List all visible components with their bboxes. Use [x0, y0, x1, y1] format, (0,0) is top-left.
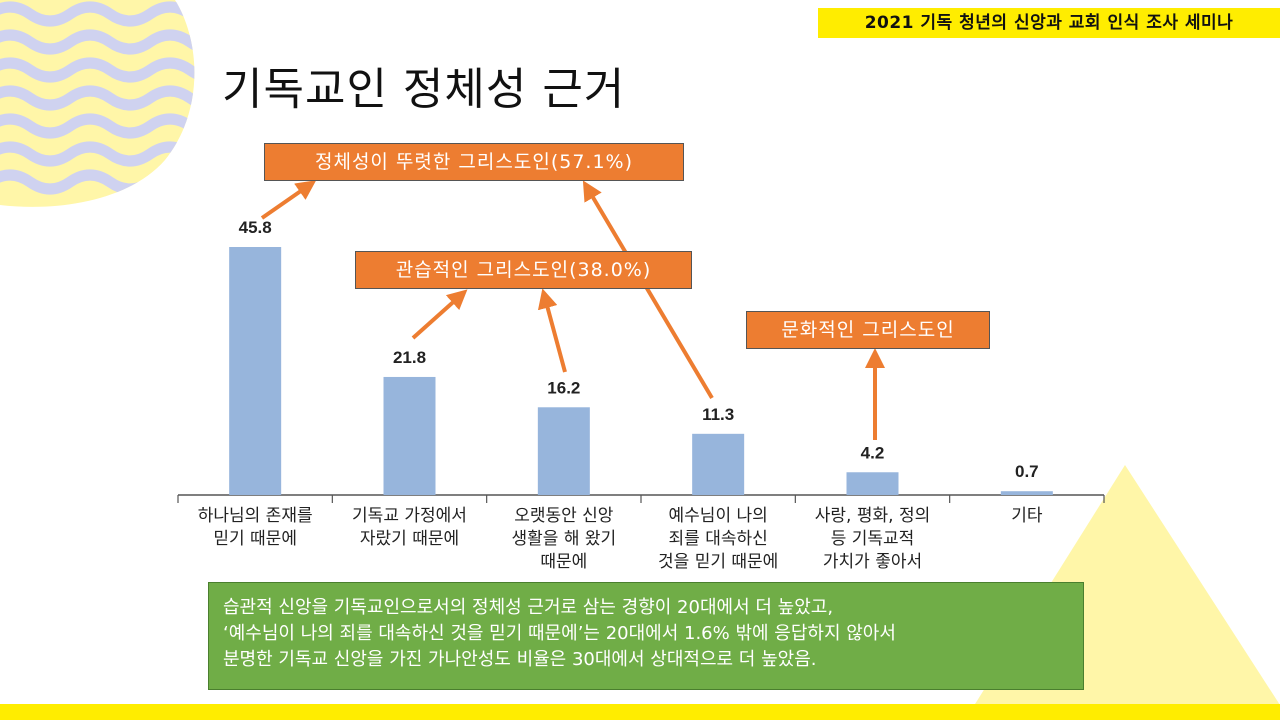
- callout-clear-identity: 정체성이 뚜렷한 그리스도인(57.1%): [264, 143, 684, 181]
- bar: [692, 433, 745, 495]
- summary-line-3: 분명한 기독교 신앙을 가진 가나안성도 비율은 30대에서 상대적으로 더 높…: [223, 649, 817, 670]
- seminar-banner: 2021 기독 청년의 신앙과 교회 인식 조사 세미나: [818, 8, 1280, 38]
- summary-line-2: ‘예수님이 나의 죄를 대속하신 것을 믿기 때문에’는 20대에서 1.6% …: [223, 623, 896, 644]
- annotation-arrow: [411, 289, 468, 340]
- bar-value-label: 4.2: [861, 443, 885, 462]
- category-label: 예수님이 나의 죄를 대속하신 것을 믿기 때문에: [658, 506, 778, 572]
- summary-box: 습관적 신앙을 기독교인으로서의 정체성 근거로 삼는 경향이 20대에서 더 …: [208, 582, 1084, 690]
- category-label: 사랑, 평화, 정의 등 기독교적 가치가 좋아서: [815, 506, 930, 572]
- category-label: 하나님의 존재를 믿기 때문에: [198, 506, 313, 549]
- bar: [229, 247, 282, 495]
- annotation-arrow: [537, 288, 567, 373]
- bar: [1000, 491, 1053, 495]
- category-label: 기독교 가정에서 자랐기 때문에: [352, 506, 467, 549]
- summary-line-1: 습관적 신앙을 기독교인으로서의 정체성 근거로 삼는 경향이 20대에서 더 …: [223, 597, 834, 618]
- page-title: 기독교인 정체성 근거: [222, 64, 626, 115]
- wavy-blob-decoration: [0, 0, 195, 207]
- callout-habitual: 관습적인 그리스도인(38.0%): [355, 251, 692, 289]
- bar-value-label: 21.8: [393, 348, 426, 367]
- bar-value-label: 11.3: [702, 405, 734, 424]
- bar-value-label: 0.7: [1015, 462, 1039, 481]
- bottom-yellow-bar: [0, 704, 1280, 720]
- callout-cultural: 문화적인 그리스도인: [746, 311, 990, 349]
- bar-value-label: 16.2: [547, 378, 580, 397]
- bar: [846, 472, 899, 495]
- annotation-arrow: [260, 180, 317, 220]
- bar: [383, 376, 436, 495]
- bar-value-label: 45.8: [239, 218, 272, 237]
- bar: [537, 407, 590, 495]
- category-label: 오랫동안 신앙 생활을 해 왔기 때문에: [512, 506, 617, 572]
- category-label: 기타: [1011, 506, 1043, 526]
- annotation-arrow: [582, 180, 714, 400]
